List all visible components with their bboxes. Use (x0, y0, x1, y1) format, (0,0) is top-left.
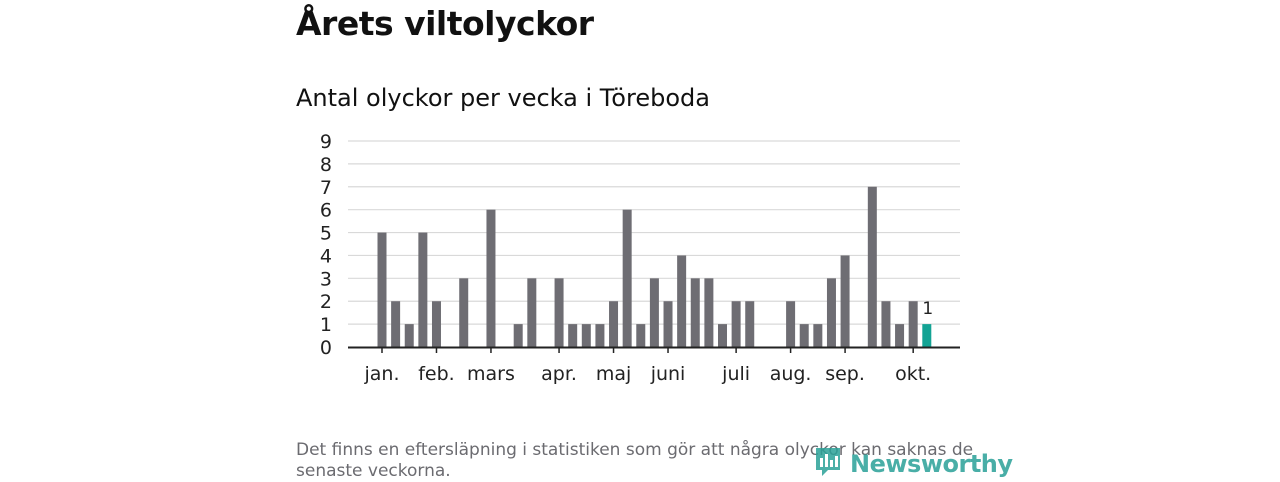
y-tick-label: 6 (320, 200, 332, 222)
chart-card: Årets viltolyckor Antal olyckor per veck… (296, 0, 1013, 481)
x-tick-label: mars (467, 363, 515, 385)
bar (554, 278, 564, 347)
y-tick-label: 3 (320, 268, 332, 290)
bar (581, 324, 591, 347)
bar (731, 301, 741, 347)
bar (391, 301, 401, 347)
chart-subtitle: Antal olyckor per vecka i Töreboda (296, 84, 710, 112)
y-tick-label: 9 (320, 131, 332, 153)
x-tick-label: sep. (825, 363, 865, 385)
bar (826, 278, 836, 347)
bar (622, 209, 632, 347)
bar-highlight (922, 324, 932, 347)
bar (649, 278, 659, 347)
bar (867, 186, 877, 347)
bar (908, 301, 918, 347)
newsworthy-logo-icon (814, 446, 842, 482)
bar (745, 301, 755, 347)
bar (636, 324, 646, 347)
bar (881, 301, 891, 347)
footnote: Det finns en eftersläpning i statistiken… (296, 440, 974, 481)
x-tick-label: aug. (770, 363, 812, 385)
bar (813, 324, 823, 347)
x-tick-label: juni (650, 363, 686, 385)
bar (459, 278, 469, 347)
data-label: 1 (922, 299, 933, 319)
y-tick-label: 2 (320, 291, 332, 313)
x-tick-label: feb. (418, 363, 454, 385)
bar (840, 255, 850, 347)
bar (595, 324, 605, 347)
bar (895, 324, 905, 347)
x-tick-label: maj (596, 363, 631, 385)
bar (404, 324, 414, 347)
y-tick-label: 7 (320, 177, 332, 199)
bar (690, 278, 700, 347)
bar (513, 324, 523, 347)
bar (799, 324, 809, 347)
x-tick-label: jan. (363, 363, 399, 385)
bar (663, 301, 673, 347)
page-title: Årets viltolyckor (296, 4, 594, 43)
brand-logo: Newsworthy (814, 446, 1013, 482)
y-tick-label: 4 (320, 245, 332, 267)
y-tick-label: 5 (320, 223, 332, 245)
bar (418, 232, 428, 347)
brand-name: Newsworthy (850, 450, 1013, 478)
bar (704, 278, 714, 347)
x-tick-label: okt. (895, 363, 931, 385)
bar (431, 301, 441, 347)
x-tick-label: juli (721, 363, 750, 385)
y-tick-label: 0 (320, 337, 332, 359)
bar (568, 324, 578, 347)
bar (718, 324, 727, 347)
bar (527, 278, 537, 347)
x-tick-label: apr. (541, 363, 577, 385)
bar (786, 301, 796, 347)
y-tick-label: 1 (320, 314, 332, 336)
bar (677, 255, 687, 347)
bar (377, 232, 387, 347)
y-tick-label: 8 (320, 154, 332, 176)
bar (486, 209, 496, 347)
bar (609, 301, 619, 347)
